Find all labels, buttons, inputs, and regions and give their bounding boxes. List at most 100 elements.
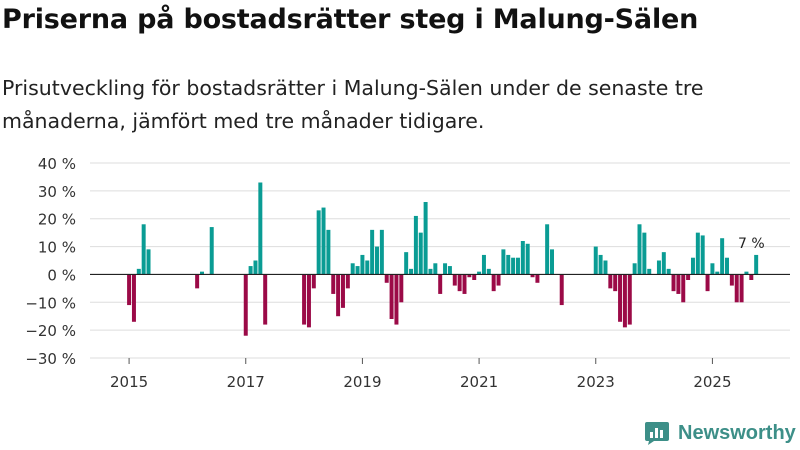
bar-2021-06 xyxy=(501,249,506,275)
bar-2025-07 xyxy=(739,274,744,303)
bar-2019-07 xyxy=(389,274,394,319)
y-tick-label: 0 % xyxy=(47,266,76,284)
bar-2025-09 xyxy=(749,274,754,280)
y-axis: −30 % −20 % −10 % 0 % 10 % 20 % 30 % 40 % xyxy=(25,155,76,368)
bar-2022-03 xyxy=(545,224,550,275)
bar-2024-08 xyxy=(686,274,691,280)
bar-2020-09 xyxy=(457,274,462,292)
bar-2024-06 xyxy=(676,274,681,294)
bar-2021-04 xyxy=(491,274,496,292)
bar-2023-11 xyxy=(642,232,647,275)
y-tick-label: 10 % xyxy=(38,239,76,257)
chart-subtitle: Prisutveckling för bostadsrätter i Malun… xyxy=(2,76,704,133)
bar-2018-01 xyxy=(302,274,307,325)
x-tick-label: 2023 xyxy=(577,373,615,391)
bar-2024-10 xyxy=(695,232,700,275)
bar-2018-04 xyxy=(316,210,321,275)
bar-2024-09 xyxy=(690,257,695,275)
bar-2023-09 xyxy=(632,263,637,275)
x-tick-label: 2019 xyxy=(343,373,381,391)
bar-2018-09 xyxy=(340,274,345,308)
bar-2023-01 xyxy=(593,246,598,275)
bar-2023-08 xyxy=(627,274,632,325)
bar-2021-03 xyxy=(486,268,491,275)
y-tick-label: 30 % xyxy=(38,183,76,201)
bar-2023-02 xyxy=(598,254,603,275)
bars xyxy=(127,182,759,336)
x-tick-label: 2021 xyxy=(460,373,498,391)
bar-2023-06 xyxy=(618,274,623,322)
bar-2020-03 xyxy=(428,268,433,275)
y-tick-label: −30 % xyxy=(25,350,76,368)
bar-2023-10 xyxy=(637,224,642,275)
bar-2025-05 xyxy=(729,274,734,286)
bar-2019-03 xyxy=(370,229,375,275)
annotation-last-value: 7 % xyxy=(738,236,765,252)
x-tick-label: 2015 xyxy=(110,373,148,391)
bar-2024-12 xyxy=(705,274,710,292)
y-tick-label: −20 % xyxy=(25,322,76,340)
bar-2021-02 xyxy=(481,254,486,275)
bar-2018-07 xyxy=(331,274,336,294)
bar-2015-04 xyxy=(141,224,146,275)
bar-2018-03 xyxy=(311,274,316,289)
bar-2018-12 xyxy=(355,266,360,275)
bar-2017-03 xyxy=(253,260,258,275)
bar-2017-02 xyxy=(248,266,253,275)
bar-2016-04 xyxy=(200,271,204,275)
bar-2023-05 xyxy=(613,274,618,292)
bar-2025-04 xyxy=(725,257,729,275)
bar-2019-08 xyxy=(394,274,399,325)
bar-2017-05 xyxy=(263,274,268,325)
bar-2019-05 xyxy=(379,229,384,275)
bar-2017-01 xyxy=(243,274,248,336)
bar-2025-10 xyxy=(754,254,759,275)
bar-2021-09 xyxy=(515,257,520,275)
bar-2020-05 xyxy=(438,274,443,294)
bar-2021-08 xyxy=(511,257,516,275)
y-tick-label: 40 % xyxy=(38,155,76,173)
bar-2020-08 xyxy=(452,274,457,286)
bar-2020-04 xyxy=(433,263,438,275)
grid-layer xyxy=(90,162,790,359)
bar-2016-03 xyxy=(195,274,200,289)
bar-2016-06 xyxy=(209,227,214,275)
bar-2021-12 xyxy=(530,274,535,278)
bar-2018-10 xyxy=(345,274,350,289)
bar-2019-09 xyxy=(399,274,404,303)
bar-2024-04 xyxy=(666,268,671,275)
bar-2019-12 xyxy=(413,215,418,275)
bar-2020-10 xyxy=(462,274,467,294)
bar-2021-07 xyxy=(506,254,511,275)
bar-2020-01 xyxy=(418,232,423,275)
bar-2025-08 xyxy=(744,271,749,275)
bar-2025-06 xyxy=(734,274,739,303)
y-tick-label: 20 % xyxy=(38,211,76,229)
bar-2019-01 xyxy=(360,254,365,275)
bar-2020-06 xyxy=(443,263,448,275)
chart-title: Priserna på bostadsrätter steg i Malung-… xyxy=(2,4,699,35)
newsworthy-logo-icon xyxy=(645,422,669,445)
bar-2022-04 xyxy=(550,249,554,275)
x-tick-label: 2017 xyxy=(227,373,265,391)
bar-2022-06 xyxy=(559,274,564,306)
bar-2024-02 xyxy=(656,260,661,275)
bar-2019-10 xyxy=(404,252,409,275)
bar-2019-11 xyxy=(409,268,414,275)
newsworthy-logo: Newsworthy xyxy=(644,420,796,446)
bar-2021-01 xyxy=(477,271,482,275)
x-tick-label: 2025 xyxy=(693,373,731,391)
bar-2015-01 xyxy=(127,274,132,306)
bar-2025-02 xyxy=(715,271,720,275)
brand-name: Newsworthy xyxy=(678,421,796,444)
bar-2019-02 xyxy=(365,260,370,275)
bar-2018-05 xyxy=(321,207,326,275)
bar-2018-02 xyxy=(306,274,311,328)
bar-2023-03 xyxy=(603,260,608,275)
bar-2020-02 xyxy=(423,202,428,275)
bar-2021-05 xyxy=(496,274,501,286)
bar-2015-03 xyxy=(136,268,141,275)
bar-2025-03 xyxy=(720,238,725,275)
bar-2020-07 xyxy=(447,266,452,275)
